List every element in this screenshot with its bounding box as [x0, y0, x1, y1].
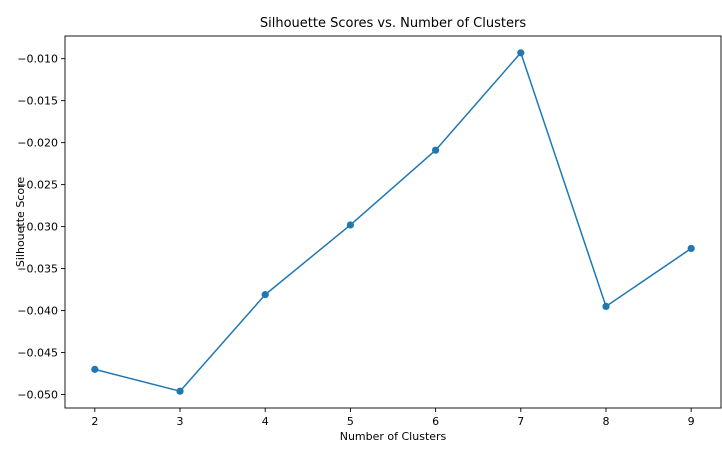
y-tick-label: −0.030 [17, 221, 58, 234]
y-tick-label: −0.050 [17, 389, 58, 402]
axes-frame [64, 35, 722, 409]
data-point [91, 365, 99, 373]
x-axis-label: Number of Clusters [340, 430, 447, 443]
y-tick-label: −0.025 [17, 179, 58, 192]
y-tick-label: −0.040 [17, 305, 58, 318]
y-tick-label: −0.035 [17, 263, 58, 276]
x-tick-label: 5 [347, 415, 354, 428]
series-line [94, 52, 692, 392]
x-tick-label: 9 [688, 415, 695, 428]
data-point [261, 291, 269, 299]
data-point [431, 146, 440, 154]
data-point [687, 244, 695, 253]
x-tick-label: 8 [602, 415, 609, 428]
data-point [346, 221, 355, 229]
x-tick-label: 3 [177, 415, 184, 428]
y-tick-label: −0.010 [17, 53, 58, 66]
data-point [517, 49, 525, 57]
x-tick-label: 6 [432, 415, 439, 428]
y-tick-label: −0.045 [17, 347, 58, 360]
x-tick-label: 2 [91, 415, 98, 428]
plot-area: 2 3 4 5 6 7 8 9 −0.050 −0.045 −0.040 −0.035 −0.030 −0… [17, 35, 722, 428]
chart-title: Silhouette Scores vs. Number of Clusters [260, 16, 526, 31]
y-tick-label: −0.020 [17, 137, 58, 150]
data-point [602, 302, 610, 310]
data-point [176, 387, 184, 395]
y-axis-label: Silhouette Score [14, 177, 27, 267]
x-tick-label: 7 [517, 415, 524, 428]
x-tick-label: 4 [262, 415, 269, 428]
y-tick-label: −0.015 [17, 95, 58, 108]
